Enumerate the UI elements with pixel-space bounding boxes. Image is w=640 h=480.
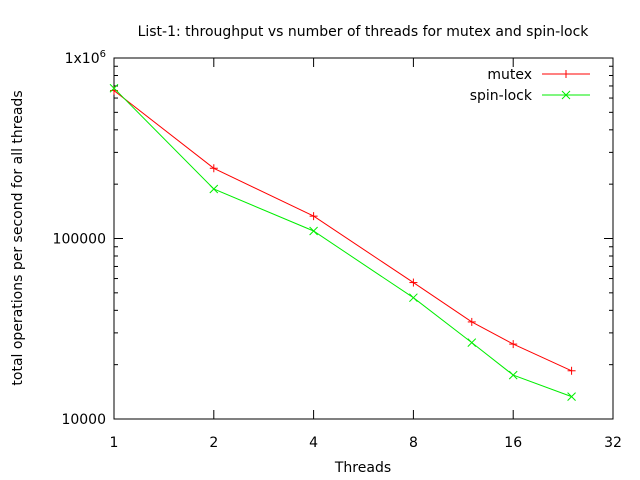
legend-label: mutex bbox=[487, 67, 532, 83]
series-line bbox=[113, 87, 572, 398]
data-point bbox=[567, 366, 576, 375]
data-point bbox=[309, 212, 318, 221]
legend-item: mutex bbox=[487, 67, 590, 83]
y-axis: 10000 100000 1x106 bbox=[53, 49, 613, 428]
y-tick-label: 10000 bbox=[61, 412, 106, 428]
y-axis-label: total operations per second for all thre… bbox=[10, 90, 26, 385]
series-layer bbox=[109, 83, 576, 401]
data-point bbox=[467, 338, 477, 347]
x-tick-label: 4 bbox=[309, 435, 318, 451]
data-point bbox=[567, 392, 576, 401]
data-point bbox=[467, 317, 476, 326]
data-point bbox=[209, 164, 218, 173]
data-point bbox=[309, 226, 318, 236]
data-point bbox=[508, 370, 518, 380]
x-axis: 1 2 4 8 16 32 bbox=[110, 58, 622, 451]
chart-title: List-1: throughput vs number of threads … bbox=[138, 24, 590, 40]
data-point bbox=[409, 293, 418, 303]
data-point bbox=[509, 340, 518, 349]
x-axis-label: Threads bbox=[334, 460, 391, 476]
data-point bbox=[561, 90, 571, 100]
y-tick-label: 100000 bbox=[53, 232, 106, 248]
legend: mutex spin-lock bbox=[470, 67, 590, 104]
y-tick-label: 1x106 bbox=[65, 49, 106, 67]
legend-label: spin-lock bbox=[470, 88, 533, 104]
data-point bbox=[109, 83, 119, 93]
x-tick-label: 2 bbox=[209, 435, 218, 451]
data-point bbox=[409, 278, 418, 287]
series-mutex bbox=[110, 86, 576, 375]
series-spin-lock bbox=[109, 83, 576, 401]
data-point bbox=[562, 70, 570, 78]
x-tick-label: 8 bbox=[409, 435, 418, 451]
plot-frame bbox=[113, 57, 614, 420]
x-tick-label: 32 bbox=[604, 435, 622, 451]
x-tick-label: 1 bbox=[110, 435, 119, 451]
data-point bbox=[209, 184, 219, 194]
series-line bbox=[113, 90, 572, 372]
x-tick-label: 16 bbox=[504, 435, 522, 451]
legend-item: spin-lock bbox=[470, 88, 590, 104]
